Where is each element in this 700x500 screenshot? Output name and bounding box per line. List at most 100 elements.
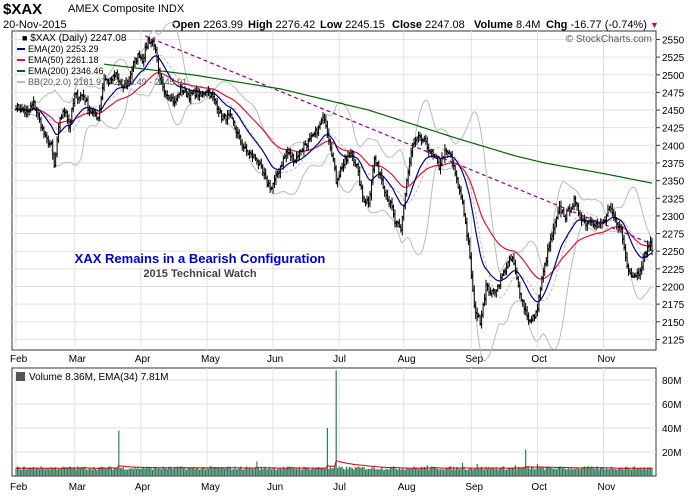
volume-bar — [182, 468, 185, 476]
volume-bar — [210, 466, 212, 476]
volume-bar — [62, 466, 64, 476]
volume-bar — [645, 469, 647, 476]
volume-bar — [641, 469, 643, 476]
volume-bar — [257, 466, 259, 476]
volume-bar — [616, 469, 618, 476]
volume-bars — [15, 370, 653, 476]
volume-bar — [129, 468, 132, 476]
volume-bar — [466, 469, 468, 476]
volume-bar — [72, 468, 74, 476]
volume-bar — [575, 469, 577, 476]
volume-bar — [322, 468, 324, 476]
volume-tick-label: 20M — [662, 448, 681, 459]
volume-bar — [367, 468, 370, 476]
index-full-name: AMEX Composite — [68, 3, 155, 15]
chart-header: $XAX AMEX Composite INDX 20-Nov-2015 Ope… — [0, 0, 700, 33]
volume-bar — [215, 467, 217, 476]
volume-bar — [504, 469, 506, 476]
volume-bar — [623, 469, 625, 476]
volume-bar — [320, 467, 323, 476]
month-tick-label: Jun — [267, 482, 283, 493]
volume-bar — [162, 466, 164, 476]
volume-bar — [387, 469, 389, 476]
volume-bar — [572, 469, 574, 476]
volume-bar — [268, 468, 270, 476]
volume-bar — [171, 468, 173, 476]
volume-bar — [241, 469, 243, 476]
volume-bar — [567, 467, 569, 476]
volume-bar — [428, 469, 430, 476]
volume-bar — [75, 469, 77, 476]
price-bars — [14, 36, 654, 329]
volume-bar — [432, 466, 434, 476]
bollinger-upper-band — [23, 21, 653, 273]
volume-tick-label: 80M — [662, 376, 681, 387]
volume-bar — [15, 468, 17, 476]
volume-bar — [159, 468, 161, 476]
volume-bar — [491, 467, 493, 476]
volume-bar — [422, 468, 424, 476]
volume-bar — [485, 466, 487, 476]
volume-bar — [619, 467, 621, 476]
volume-bar — [607, 469, 609, 476]
volume-bar — [115, 468, 117, 476]
month-tick-label: May — [201, 354, 220, 365]
volume-bar — [359, 467, 361, 476]
volume-bar — [338, 466, 340, 476]
volume-bar — [228, 466, 230, 476]
symbol: $XAX — [3, 1, 43, 18]
legend-ema50: EMA(50) 2261.18 — [28, 55, 99, 65]
volume-bar — [193, 466, 195, 476]
volume-bar — [187, 467, 189, 476]
volume-bar — [585, 468, 587, 476]
volume-bar — [125, 469, 127, 476]
volume-bar — [248, 467, 251, 476]
volume-bar — [121, 468, 123, 476]
volume-bar — [510, 468, 512, 476]
volume-bar — [334, 466, 336, 476]
volume-bar — [547, 466, 549, 476]
price-tick-label: 2350 — [662, 177, 685, 188]
month-tick-label: Nov — [598, 354, 616, 365]
volume-bar — [441, 468, 443, 476]
volume-bar — [554, 468, 556, 476]
volume-bar — [284, 468, 286, 476]
volume-bar — [307, 468, 309, 476]
legend-bb: BB(20,2.0) 2181.97 - 2263.49 - 2345.01 — [28, 77, 187, 87]
volume-bar — [347, 468, 349, 476]
volume-bar — [410, 468, 412, 476]
volume-bar — [648, 467, 650, 476]
volume-bar — [176, 466, 179, 476]
volume-bar — [68, 466, 70, 476]
volume-bar — [190, 467, 192, 476]
volume-bar — [467, 469, 469, 476]
volume-bar — [450, 466, 452, 476]
volume-bar — [55, 467, 57, 476]
volume-bar — [544, 469, 546, 476]
month-tick-label: Nov — [598, 482, 616, 493]
month-gridlines — [15, 31, 605, 350]
volume-bar — [478, 468, 480, 476]
volume-bar — [548, 467, 550, 476]
volume-bar — [85, 469, 88, 476]
volume-bar — [436, 469, 439, 476]
volume-bar — [244, 468, 246, 476]
volume-bar — [27, 468, 29, 476]
volume-bar — [388, 469, 390, 476]
volume-bar — [550, 467, 552, 476]
volume-bar — [184, 467, 186, 476]
quote-close: Close 2247.08 — [392, 19, 465, 31]
volume-bar — [113, 467, 116, 476]
month-tick-label: Feb — [10, 482, 28, 493]
volume-bar — [420, 467, 422, 476]
volume-legend-icon — [16, 372, 25, 381]
volume-bar — [88, 468, 91, 476]
volume-bar — [319, 468, 321, 476]
volume-bar — [498, 468, 500, 476]
volume-bar — [539, 467, 541, 476]
month-tick-label: Jul — [333, 354, 346, 365]
volume-bar — [649, 467, 652, 476]
volume-bar — [382, 469, 384, 476]
price-legend: ■ $XAX (Daily) 2247.08 EMA(20) 2253.29 E… — [17, 33, 187, 87]
volume-bar — [232, 469, 234, 476]
